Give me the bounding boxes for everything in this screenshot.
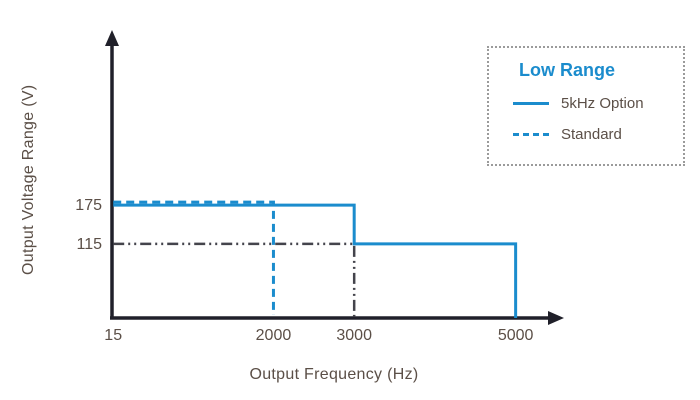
series-line-5khz-option (113, 203, 518, 318)
solid-line-swatch (513, 102, 549, 105)
legend: Low Range 5kHz Option Standard (487, 46, 685, 166)
x-tick-label: 15 (104, 327, 122, 344)
x-tick-label: 3000 (336, 327, 372, 344)
legend-item-label: 5kHz Option (561, 95, 644, 112)
y-axis-label: Output Voltage Range (V) (20, 84, 37, 276)
legend-item-5khz-option: 5kHz Option (513, 95, 683, 112)
series-line-standard (113, 200, 275, 315)
legend-item-standard: Standard (513, 126, 683, 143)
x-tick-label: 5000 (498, 327, 534, 344)
series-line-standard-115-v-segment (113, 242, 356, 318)
dashed-line-swatch (513, 133, 549, 136)
y-tick-label: 115 (76, 236, 102, 253)
legend-item-label: Standard (561, 126, 622, 143)
legend-title: Low Range (519, 60, 616, 80)
x-axis-label: Output Frequency (Hz) (249, 366, 419, 383)
x-tick-label: 2000 (256, 327, 292, 344)
y-axis-arrow (105, 30, 119, 46)
x-axis-arrow (548, 311, 564, 325)
y-tick-label: 175 (75, 197, 102, 214)
